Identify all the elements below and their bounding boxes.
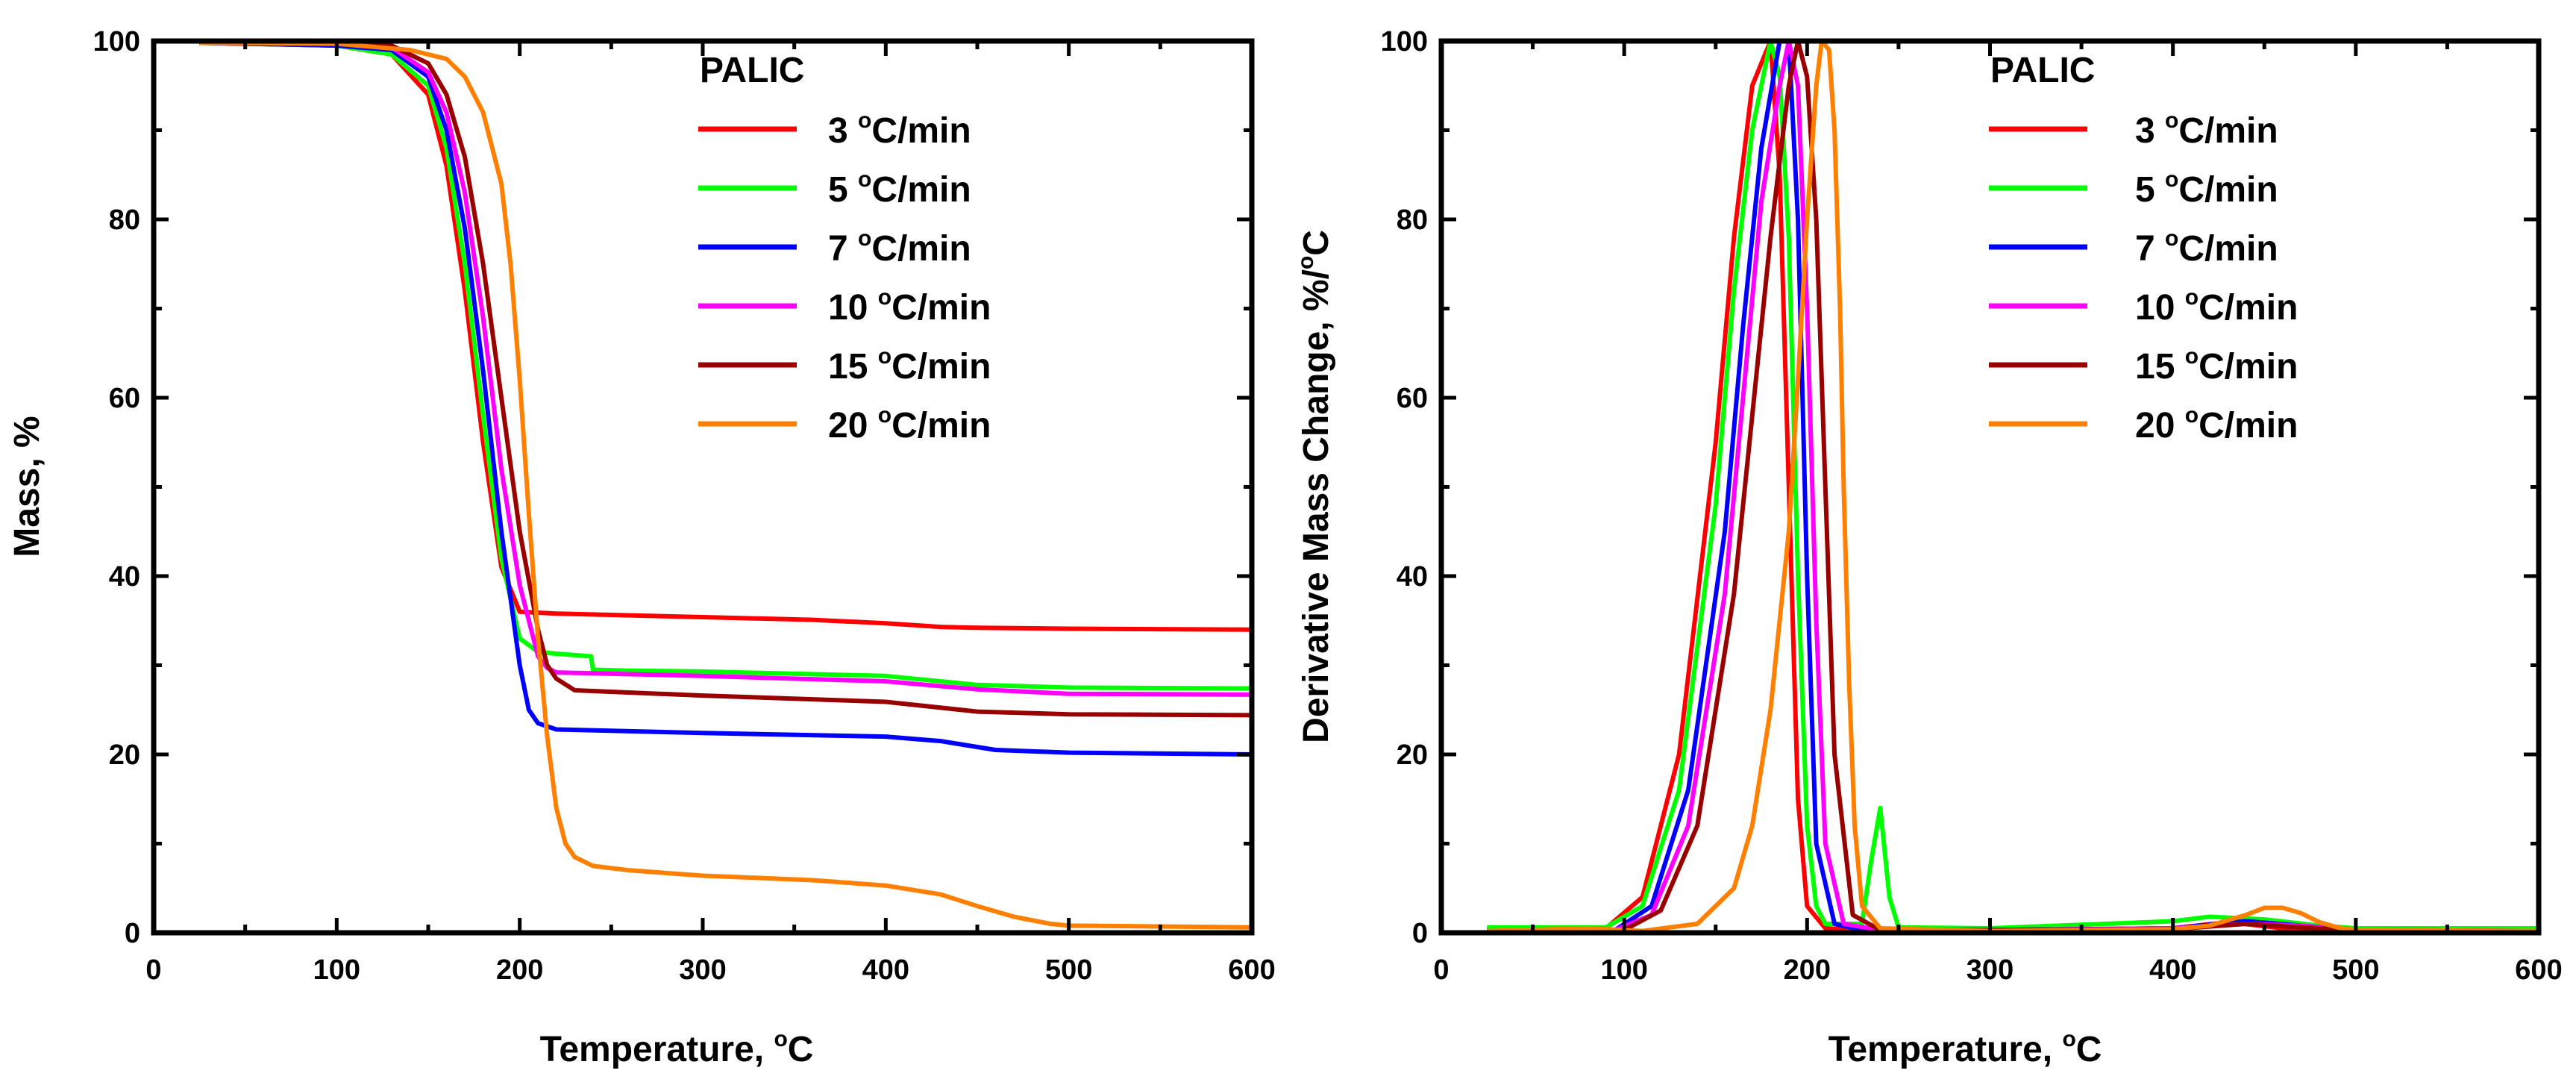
y-tick-label: 60 — [1397, 383, 1428, 414]
legend: PALIC 3 oC/min 5 oC/min 7 oC/min 10 oC/min 15… — [1989, 51, 2298, 445]
y-tick-label: 40 — [109, 561, 140, 593]
series-line-3-c-per-min — [199, 41, 1252, 632]
y-tick-label: 20 — [109, 740, 140, 771]
x-tick-label: 300 — [1967, 954, 2014, 986]
x-tick-label: 300 — [679, 954, 726, 986]
y-tick-label: 20 — [1397, 740, 1428, 771]
series-group — [1487, 41, 2539, 933]
legend-item: 10 oC/min — [1989, 285, 2298, 328]
x-tick-label: 400 — [862, 954, 909, 986]
x-axis-title: Temperature, oC — [1828, 1027, 2102, 1069]
series-line-20-c-per-min — [199, 41, 1252, 930]
legend-item: 7 oC/min — [698, 226, 971, 269]
legend-item: 20 oC/min — [1989, 403, 2298, 445]
legend-label: 20 oC/min — [2135, 403, 2298, 445]
series-line-5-c-per-min — [1487, 41, 2539, 931]
legend-label: 7 oC/min — [828, 226, 971, 269]
legend-title: PALIC — [700, 51, 804, 90]
chart-panel-1: 0 100 200 300 400 500 600 0 20 40 60 80 100 Temperatu… — [7, 26, 1276, 1069]
legend: PALIC 3 oC/min 5 oC/min 7 oC/min 10 oC/min 15… — [698, 51, 991, 445]
x-tick-label: 100 — [313, 954, 360, 986]
series-line-15-c-per-min — [1487, 41, 2539, 933]
y-tick-label: 40 — [1397, 561, 1428, 593]
legend-item: 15 oC/min — [1989, 344, 2298, 387]
legend-label: 10 oC/min — [828, 285, 991, 328]
legend-label: 3 oC/min — [828, 108, 971, 151]
legend-item: 5 oC/min — [698, 167, 971, 210]
legend-label: 3 oC/min — [2135, 108, 2278, 151]
x-tick-label: 400 — [2149, 954, 2196, 986]
series-group — [199, 41, 1252, 930]
series-line-7-c-per-min — [199, 41, 1252, 757]
y-axis-title: Derivative Mass Change, %/oC — [1294, 230, 1336, 743]
chart-panel-2: 0 100 200 300 400 500 600 0 20 40 60 80 100 Temperatu… — [1294, 26, 2563, 1069]
series-line-10-c-per-min — [199, 41, 1252, 697]
y-tick-label: 60 — [109, 383, 140, 414]
x-tick-label: 0 — [145, 954, 161, 986]
x-tick-label: 500 — [2332, 954, 2379, 986]
legend-item: 20 oC/min — [698, 403, 991, 445]
x-tick-label: 600 — [1228, 954, 1275, 986]
legend-label: 15 oC/min — [828, 344, 991, 387]
legend-label: 20 oC/min — [828, 403, 991, 445]
x-tick-label: 200 — [1784, 954, 1831, 986]
legend-label: 7 oC/min — [2135, 226, 2278, 269]
legend-label: 5 oC/min — [828, 167, 971, 210]
series-line-20-c-per-min — [1487, 41, 2539, 933]
legend-label: 10 oC/min — [2135, 285, 2298, 328]
legend-item: 15 oC/min — [698, 344, 991, 387]
y-tick-label: 0 — [1412, 918, 1428, 949]
y-tick-label: 80 — [1397, 204, 1428, 236]
legend-item: 7 oC/min — [1989, 226, 2278, 269]
x-tick-label: 0 — [1433, 954, 1449, 986]
y-tick-label: 0 — [125, 918, 140, 949]
legend-item: 5 oC/min — [1989, 167, 2278, 210]
x-tick-label: 600 — [2515, 954, 2562, 986]
x-tick-label: 500 — [1045, 954, 1092, 986]
y-tick-label: 100 — [93, 26, 140, 57]
x-axis-title: Temperature, oC — [540, 1027, 814, 1069]
series-line-15-c-per-min — [199, 41, 1252, 718]
legend-label: 5 oC/min — [2135, 167, 2278, 210]
legend-item: 10 oC/min — [698, 285, 991, 328]
legend-label: 15 oC/min — [2135, 344, 2298, 387]
x-tick-label: 200 — [496, 954, 543, 986]
y-axis-title: Mass, % — [7, 416, 47, 557]
y-tick-label: 80 — [109, 204, 140, 236]
legend-item: 3 oC/min — [698, 108, 971, 151]
legend-title: PALIC — [1990, 51, 2095, 90]
y-tick-label: 100 — [1381, 26, 1428, 57]
legend-item: 3 oC/min — [1989, 108, 2278, 151]
x-tick-label: 100 — [1600, 954, 1647, 986]
